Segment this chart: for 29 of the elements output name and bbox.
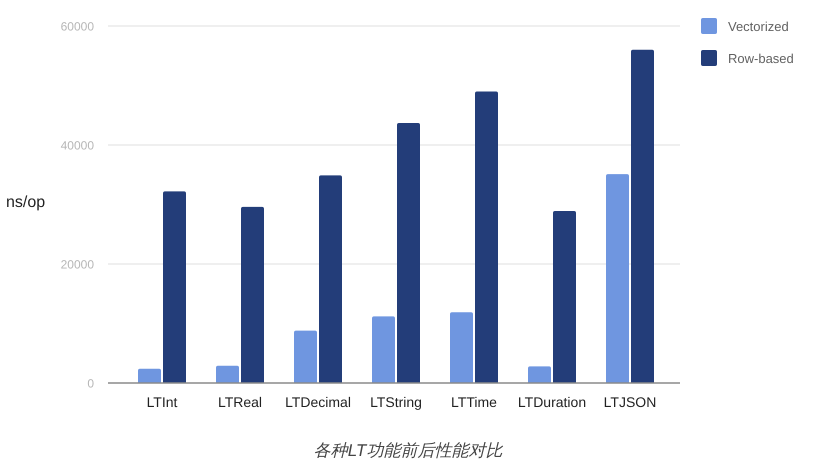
x-tick-label: LTString	[370, 394, 422, 410]
bar	[528, 366, 551, 383]
bar	[606, 174, 629, 383]
text: 各种LT功能前后性能对比	[312, 440, 504, 462]
bar	[294, 330, 317, 383]
bar	[138, 368, 161, 383]
legend-label: Row-based	[728, 50, 794, 66]
y-tick-label: 20000	[60, 257, 94, 272]
bar	[241, 206, 264, 383]
bar	[397, 122, 420, 383]
bar	[163, 191, 186, 383]
y-axis-title: ns/op	[6, 194, 46, 212]
bar	[553, 211, 576, 383]
bar	[475, 91, 498, 383]
bar	[450, 312, 473, 383]
x-tick-label: LTDecimal	[285, 394, 351, 410]
bar	[372, 316, 395, 383]
x-tick-label: LTReal	[218, 394, 262, 410]
x-tick-label: LTJSON	[604, 394, 656, 410]
x-tick-label: LTInt	[146, 394, 178, 410]
x-tick-label: LTTime	[451, 394, 498, 410]
bar	[631, 50, 654, 383]
y-tick-label: 40000	[60, 138, 94, 152]
bar	[319, 175, 342, 383]
x-tick-label: LTDuration	[518, 394, 586, 410]
bar	[216, 366, 239, 383]
legend-label: Vectorized	[728, 18, 789, 34]
y-tick-label: 60000	[60, 19, 94, 34]
y-tick-label: 0	[87, 376, 94, 390]
